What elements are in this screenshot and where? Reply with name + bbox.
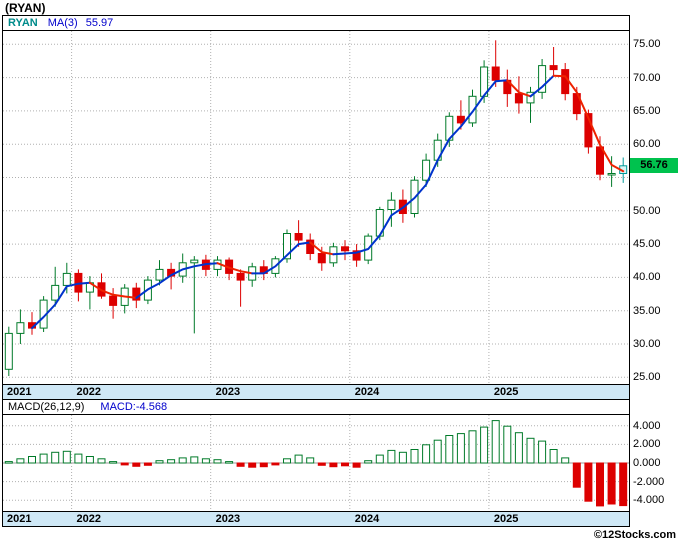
year-label: 2024: [354, 513, 380, 525]
macd-axis-tick: 0.000: [633, 457, 661, 469]
year-label: 2022: [76, 386, 102, 398]
macd-legend: MACD(26,12,9) MACD:-4.568: [3, 400, 629, 415]
price-axis-tick: 65.00: [633, 104, 661, 117]
macd-label: MACD(26,12,9): [8, 401, 85, 413]
price-axis-tick: 75.00: [633, 38, 661, 51]
macd-chart-canvas: [3, 415, 629, 511]
macd-value: MACD:-4.568: [100, 401, 168, 413]
price-axis-tick: 40.00: [633, 271, 661, 284]
macd-axis-tick: -2.000: [633, 475, 665, 488]
year-label: 2021: [7, 513, 32, 525]
xaxis-band-price: 2021 2022 2023 2024 2025: [2, 384, 630, 400]
year-label: 2023: [215, 513, 241, 525]
year-label: 2022: [76, 513, 102, 525]
macd-axis-tick: -4.000: [633, 494, 665, 507]
xaxis-band-macd: 2021 2022 2023 2024 2025: [2, 511, 630, 527]
price-axis-tick: 50.00: [633, 204, 661, 217]
price-axis-tick: 70.00: [633, 71, 661, 84]
year-label: 2025: [493, 386, 519, 398]
price-chart-canvas: [3, 31, 629, 384]
ma-value: 55.97: [85, 17, 114, 29]
symbol-label: RYAN: [8, 17, 38, 29]
price-axis-tick: 60.00: [633, 138, 661, 151]
last-price-badge: 56.76: [630, 157, 678, 173]
price-axis-tick: 35.00: [633, 304, 661, 317]
price-axis-tick: 45.00: [633, 238, 661, 251]
year-label: 2024: [354, 386, 380, 398]
macd-axis-tick: 4.000: [633, 419, 661, 432]
price-plot: RYAN MA(3) 55.97: [2, 15, 630, 385]
chart-title: (RYAN): [5, 1, 46, 15]
macd-panel: MACD(26,12,9) MACD:-4.568: [2, 399, 630, 512]
watermark: ©12Stocks.com: [593, 529, 676, 541]
price-axis-tick: 30.00: [633, 338, 661, 350]
price-legend: RYAN MA(3) 55.97: [3, 16, 629, 31]
year-label: 2025: [493, 513, 519, 525]
year-label: 2023: [215, 386, 241, 398]
ma-label: MA(3): [47, 17, 78, 29]
macd-axis-tick: 2.000: [633, 438, 661, 451]
price-axis-tick: 25.00: [633, 371, 661, 384]
year-label: 2021: [7, 386, 32, 398]
